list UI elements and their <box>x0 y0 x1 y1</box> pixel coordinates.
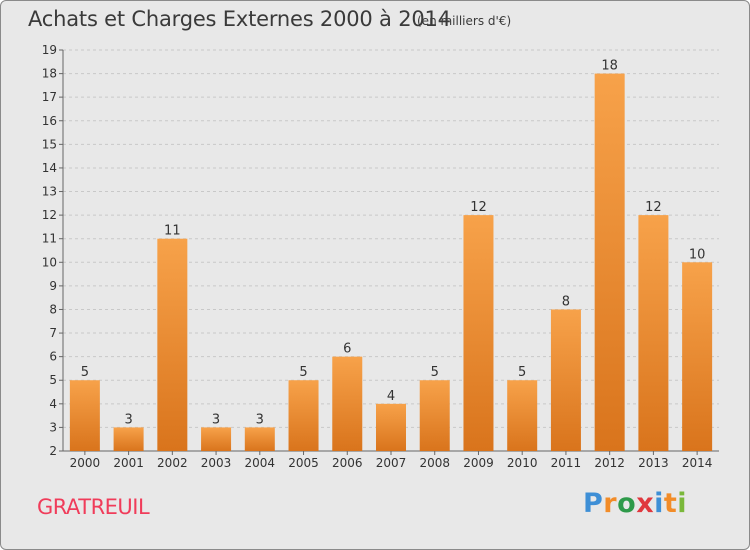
bar-2009 <box>463 215 494 451</box>
bar-2003 <box>201 427 232 451</box>
y-tick-label: 2 <box>49 444 57 458</box>
logo-letter: t <box>663 488 678 519</box>
y-tick-label: 9 <box>49 279 57 293</box>
y-tick-label: 12 <box>42 208 57 222</box>
data-label-2009: 12 <box>470 200 487 215</box>
x-tick-label: 2011 <box>551 456 582 470</box>
y-tick-label: 14 <box>42 161 57 175</box>
x-tick-label: 2004 <box>245 456 276 470</box>
data-label-2004: 3 <box>256 412 264 427</box>
data-label-2014: 10 <box>689 247 706 262</box>
data-label-2002: 11 <box>164 224 181 239</box>
bar-2002 <box>157 238 188 451</box>
y-tick-label: 5 <box>49 373 57 387</box>
proxiti-logo: Proxiti <box>583 488 687 519</box>
data-label-2001: 3 <box>124 412 132 427</box>
x-tick-label: 2012 <box>594 456 625 470</box>
bar-2011 <box>550 309 581 451</box>
bar-2013 <box>638 215 669 451</box>
x-tick-label: 2002 <box>157 456 188 470</box>
bar-2004 <box>244 427 275 451</box>
x-tick-label: 2013 <box>638 456 669 470</box>
x-tick-label: 2014 <box>682 456 713 470</box>
bars <box>69 73 713 452</box>
data-label-2013: 12 <box>645 200 662 215</box>
bar-2000 <box>69 380 100 451</box>
y-tick-label: 6 <box>49 350 57 364</box>
y-tick-label: 7 <box>49 326 57 340</box>
x-tick-label: 2009 <box>463 456 494 470</box>
data-label-2007: 4 <box>387 389 395 404</box>
x-tick-label: 2003 <box>201 456 232 470</box>
x-tick-label: 2010 <box>507 456 538 470</box>
bar-2001 <box>113 427 144 451</box>
y-tick-label: 18 <box>42 67 57 81</box>
logo-letter: o <box>617 488 637 519</box>
logo-letter: i <box>677 488 688 519</box>
data-label-2010: 5 <box>518 365 526 380</box>
data-label-2003: 3 <box>212 412 220 427</box>
logo-letter: r <box>603 488 618 519</box>
bar-2012 <box>594 73 625 452</box>
chart-title: Achats et Charges Externes 2000 à 2014 <box>28 7 451 31</box>
x-tick-label: 2008 <box>419 456 450 470</box>
bar-2010 <box>507 380 538 451</box>
data-label-2011: 8 <box>562 294 570 309</box>
y-tick-label: 16 <box>42 114 57 128</box>
y-tick-label: 8 <box>49 302 57 316</box>
x-tick-label: 2006 <box>332 456 363 470</box>
labels: 2 3 4 5 6 7 8 9 10 11 12 13 14 15 16 17 18 19 2000 5 2001 3 20… <box>42 43 713 470</box>
data-label-2012: 18 <box>601 59 618 74</box>
y-tick-label: 11 <box>42 232 57 246</box>
logo-letter: i <box>654 488 664 519</box>
bar-2008 <box>419 380 450 451</box>
y-tick-label: 10 <box>42 255 57 269</box>
y-tick-label: 13 <box>42 185 57 199</box>
x-tick-label: 2001 <box>113 456 144 470</box>
place-name: GRATREUIL <box>37 495 150 519</box>
y-tick-label: 17 <box>42 90 57 104</box>
data-label-2006: 6 <box>343 342 351 357</box>
bar-2007 <box>376 403 406 451</box>
x-tick-label: 2000 <box>70 456 101 470</box>
logo-letter: P <box>583 488 604 519</box>
y-tick-label: 3 <box>49 420 57 434</box>
data-label-2005: 5 <box>299 365 307 380</box>
data-label-2000: 5 <box>81 365 89 380</box>
bar-2014 <box>682 262 713 451</box>
y-tick-label: 4 <box>49 397 57 411</box>
y-tick-label: 15 <box>42 137 57 151</box>
x-tick-label: 2005 <box>288 456 319 470</box>
x-tick-label: 2007 <box>376 456 407 470</box>
y-tick-label: 19 <box>42 43 57 57</box>
data-label-2008: 5 <box>431 365 439 380</box>
logo-letter: x <box>636 488 655 519</box>
bar-2006 <box>332 356 363 451</box>
chart-subtitle: (en milliers d'€) <box>417 14 512 28</box>
bar-2005 <box>288 380 319 451</box>
